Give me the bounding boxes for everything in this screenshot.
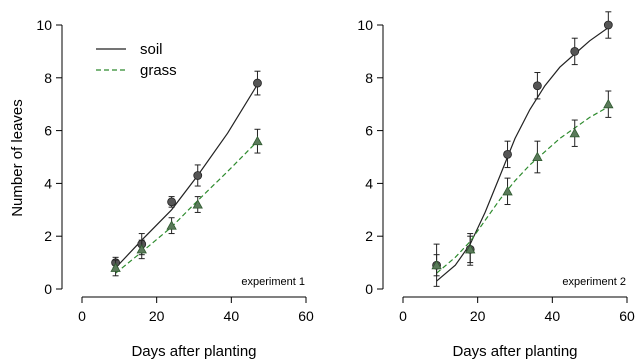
soil-point	[603, 20, 613, 30]
y-tick-label: 0	[44, 281, 52, 297]
y-tick-label: 2	[365, 228, 373, 244]
soil-point	[570, 47, 580, 56]
y-tick-label: 4	[44, 175, 52, 191]
y-tick-label: 6	[365, 123, 373, 139]
panel-label: experiment 1	[241, 276, 305, 288]
grass-fit-line	[436, 106, 609, 274]
soil-fit-line	[436, 27, 609, 282]
grass-point	[502, 185, 513, 196]
y-tick-label: 4	[365, 175, 373, 191]
soil-fit-line	[115, 84, 259, 269]
grass-point	[431, 259, 442, 270]
soil-point	[503, 149, 512, 159]
y-tick-label: 2	[44, 228, 52, 244]
y-tick-label: 8	[365, 70, 373, 86]
y-axis-title: Number of leaves	[9, 99, 26, 217]
x-axis-title-experiment-1: Days after planting	[131, 343, 256, 360]
y-tick-label: 8	[44, 70, 52, 86]
x-tick-label: 20	[149, 308, 165, 324]
grass-point	[166, 220, 177, 230]
y-tick-label: 6	[44, 123, 52, 139]
grass-point	[192, 199, 203, 209]
x-tick-label: 0	[399, 308, 407, 324]
y-tick-label: 10	[357, 17, 373, 33]
soil-point	[533, 81, 542, 91]
grass-fit-line	[115, 140, 258, 274]
x-axis-title-experiment-2: Days after planting	[452, 343, 577, 360]
y-tick-label: 0	[365, 281, 373, 297]
panel-label: experiment 2	[562, 276, 626, 288]
grass-point	[569, 127, 580, 138]
soil-point	[253, 78, 262, 88]
x-tick-label: 60	[619, 308, 635, 324]
grass-point	[603, 98, 614, 109]
legend-soil-label: soil	[140, 41, 163, 58]
grass-point	[136, 244, 147, 254]
soil-point	[167, 197, 177, 207]
grass-point	[252, 135, 263, 146]
grass-point	[110, 262, 121, 272]
y-tick-label: 10	[36, 17, 52, 33]
panel-experiment-2: 0 2 4 6 8 10 0 20 40 60 experiment 2	[357, 11, 635, 324]
x-tick-label: 0	[78, 308, 86, 324]
grass-point	[532, 151, 543, 162]
x-tick-label: 20	[470, 308, 486, 324]
legend: soil grass	[96, 41, 177, 79]
soil-point	[193, 171, 203, 180]
grass-point	[465, 244, 476, 254]
panel-experiment-1: 0 2 4 6 8 10 0 20 40 60 experiment 1	[36, 17, 314, 324]
x-tick-label: 40	[545, 308, 561, 324]
legend-grass-label: grass	[140, 62, 177, 79]
x-tick-label: 40	[224, 308, 240, 324]
x-tick-label: 60	[298, 308, 314, 324]
